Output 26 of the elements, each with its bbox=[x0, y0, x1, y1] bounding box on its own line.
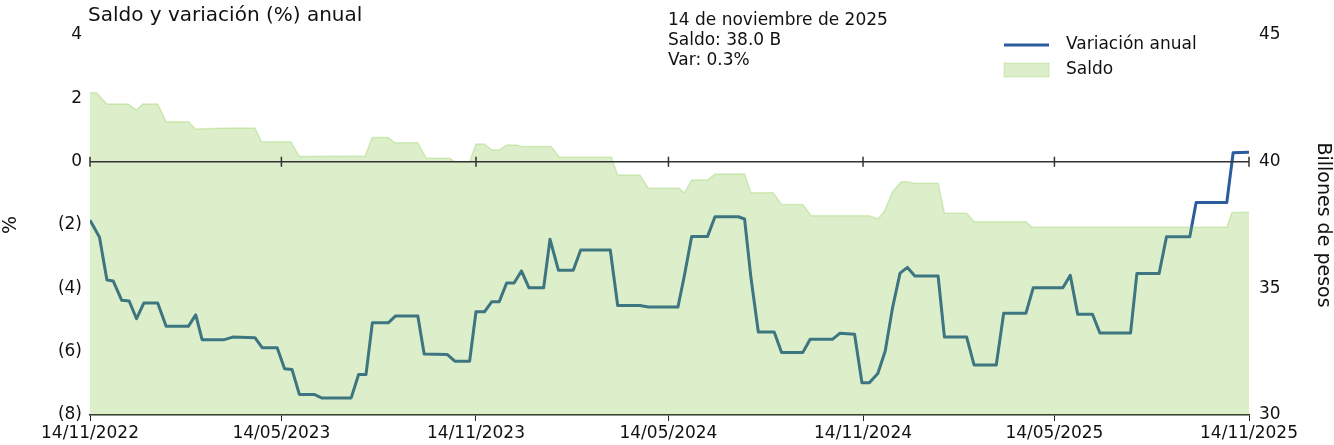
x-tick-label: 14/05/2025 bbox=[1005, 421, 1104, 442]
y-tick-label: (2) bbox=[57, 213, 82, 234]
y-axis-title: % bbox=[0, 215, 21, 235]
annotation: Saldo: 38.0 B bbox=[668, 28, 782, 49]
y-tick-label: (4) bbox=[57, 276, 82, 297]
x-tick-label: 14/11/2023 bbox=[426, 421, 525, 442]
legend-label: Variación anual bbox=[1066, 33, 1197, 54]
y2-tick-label: 40 bbox=[1259, 150, 1281, 171]
x-tick-label: 14/05/2023 bbox=[232, 421, 331, 442]
x-tick-label: 14/11/2022 bbox=[41, 421, 139, 442]
x-tick-label: 14/05/2024 bbox=[619, 421, 718, 442]
y-tick-label: 2 bbox=[71, 86, 82, 107]
y2-tick-label: 30 bbox=[1259, 403, 1281, 424]
y2-axis-title: Billones de pesos bbox=[1313, 142, 1334, 308]
legend-label: Saldo bbox=[1066, 58, 1114, 79]
y-tick-label: 4 bbox=[71, 23, 82, 44]
y-tick-label: (8) bbox=[57, 403, 82, 424]
y-tick-label: 0 bbox=[71, 150, 82, 171]
text: 14 de noviembre de 2025 bbox=[668, 8, 888, 29]
annotation: Var: 0.3% bbox=[668, 48, 750, 69]
y-tick-label: (6) bbox=[57, 340, 82, 361]
x-tick-label: 14/11/2025 bbox=[1200, 421, 1298, 442]
chart-title: Saldo y variación (%) anual bbox=[88, 2, 363, 27]
y2-tick-label: 35 bbox=[1259, 276, 1281, 297]
x-tick-label: 14/11/2024 bbox=[814, 421, 913, 442]
y2-tick-label: 45 bbox=[1259, 23, 1281, 44]
